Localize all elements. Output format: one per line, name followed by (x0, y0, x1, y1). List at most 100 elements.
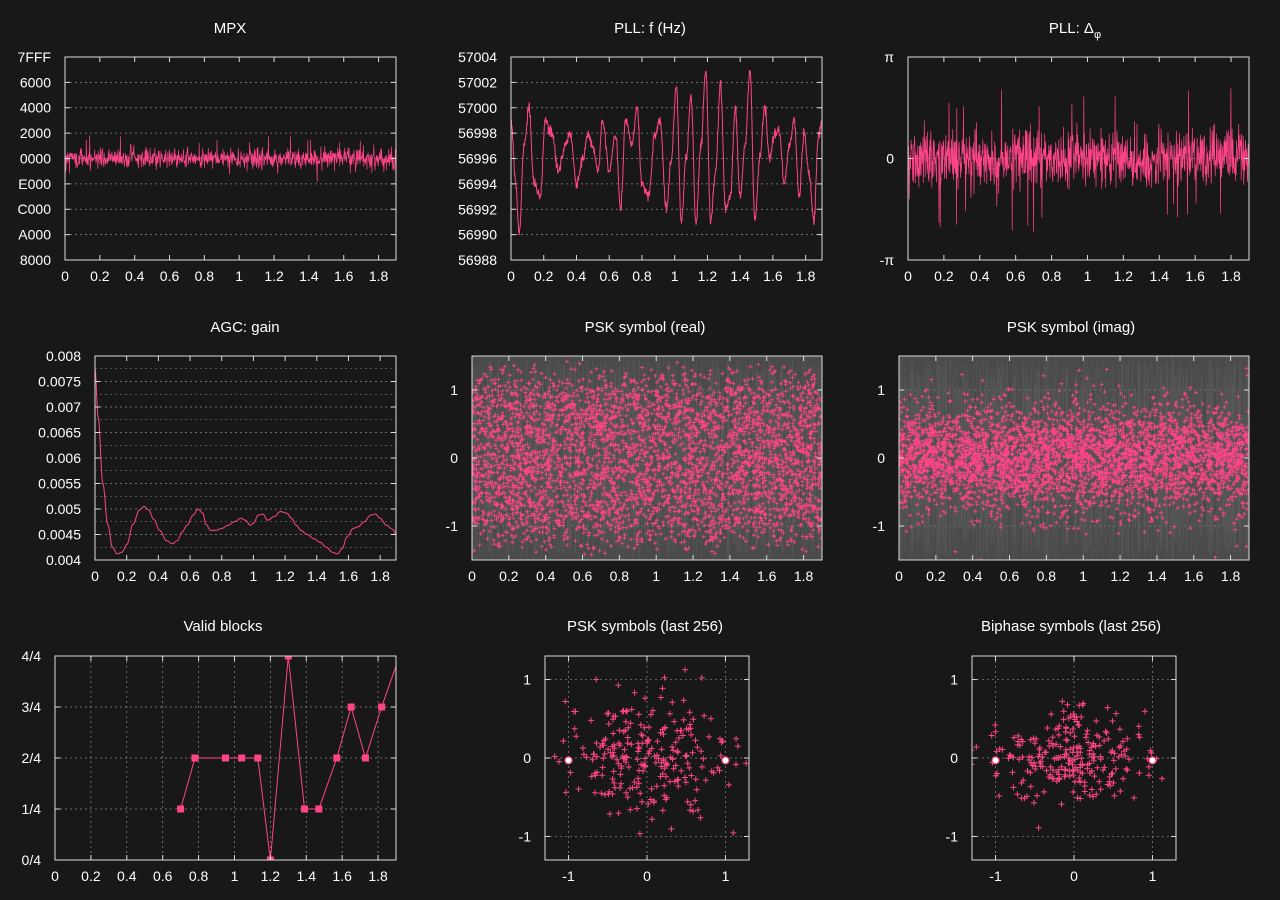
x-tick-label: 1.8 (1221, 568, 1241, 584)
chart-psk_constellation: PSK symbols (last 256) -1 0 1 -1 0 1 (519, 618, 750, 884)
chart-title: PLL: Δφ (1049, 20, 1101, 41)
x-tick-label: 0.6 (153, 868, 173, 884)
y-tick-label: 0.008 (46, 348, 81, 364)
x-tick-label: 1 (250, 568, 258, 584)
series-line (908, 88, 1249, 232)
axis-ticks: 0 0.2 0.4 0.6 0.8 1 1.2 1.4 1.6 1.8 -π 0 π (880, 49, 1249, 284)
x-tick-label: 1.4 (730, 268, 750, 284)
x-tick-label: 1.4 (299, 268, 319, 284)
chart-title: AGC: gain (210, 319, 279, 336)
x-tick-label: 0.8 (632, 268, 652, 284)
chart-title: PSK symbol (real) (585, 319, 706, 336)
x-tick-label: 0 (1070, 868, 1078, 884)
x-tick-label: 0.6 (1006, 268, 1026, 284)
y-tick-label: π (884, 49, 894, 65)
chart-valid_blocks: Valid blocks 0 0.2 0.4 0.6 0.8 1 1.2 1.4 1.6 1.8 0/… (22, 618, 397, 884)
reference-point (991, 756, 1000, 765)
x-tick-label: 0.8 (1042, 268, 1062, 284)
x-tick-label: 0.2 (499, 568, 519, 584)
y-tick-label: 0.004 (46, 552, 81, 568)
y-tick-label: 0 (450, 450, 458, 466)
y-tick-label: 0.006 (46, 450, 81, 466)
axis-ticks: 0 0.2 0.4 0.6 0.8 1 1.2 1.4 1.6 1.8 0/4 1/4 2/4 3/4 4/… (22, 648, 396, 884)
y-tick-label: 2/4 (22, 750, 42, 766)
y-tick-label: E000 (18, 176, 51, 192)
axis-ticks: 0 0.2 0.4 0.6 0.8 1 1.2 1.4 1.6 1.8 56988 56990 5699… (458, 49, 822, 284)
axis-ticks: 0 0.2 0.4 0.6 0.8 1 1.2 1.4 1.6 1.8 -1 0 1 (873, 356, 1249, 584)
y-tick-label: -π (880, 252, 895, 268)
axis-ticks: 0 0.2 0.4 0.6 0.8 1 1.2 1.4 1.6 1.8 -1 0 1 (446, 356, 822, 584)
y-tick-label: 0.007 (46, 399, 81, 415)
chart-title: Biphase symbols (last 256) (981, 618, 1161, 635)
x-tick-label: 1.4 (1147, 568, 1167, 584)
x-tick-label: 1.6 (1185, 268, 1205, 284)
x-tick-label: 1.2 (1110, 568, 1130, 584)
chart-title: PSK symbol (imag) (1007, 319, 1135, 336)
y-tick-label: 0 (950, 750, 958, 766)
x-tick-label: 0.4 (125, 268, 145, 284)
series (908, 88, 1249, 232)
series (899, 356, 1249, 560)
x-tick-label: 1.2 (261, 868, 281, 884)
series (65, 135, 396, 182)
chart-biphase_constellation: Biphase symbols (last 256) -1 0 1 -1 0 1 (946, 618, 1177, 884)
chart-agc_gain: AGC: gain 0 0.2 0.4 0.6 0.8 1 1.2 1.4 1.6 1.8 0.004… (38, 319, 397, 584)
x-tick-label: 1.4 (297, 868, 317, 884)
y-tick-label: 0.005 (46, 501, 81, 517)
x-tick-label: 1.6 (332, 868, 352, 884)
grid (95, 356, 396, 560)
axis-ticks: 0 0.2 0.4 0.6 0.8 1 1.2 1.4 1.6 1.8 8000 A000 C000 E0… (18, 49, 396, 284)
y-tick-label: 56998 (458, 125, 497, 141)
x-tick-label: 0.2 (934, 268, 954, 284)
series-line (511, 69, 822, 236)
y-tick-label: 56988 (458, 252, 497, 268)
y-tick-label: 56990 (458, 227, 497, 243)
data-point (315, 805, 323, 813)
x-tick-label: 0 (468, 568, 476, 584)
x-tick-label: 0.8 (610, 568, 630, 584)
reference-point (1148, 756, 1157, 765)
x-tick-label: 0.2 (81, 868, 101, 884)
y-tick-label: 0.0065 (38, 425, 81, 441)
x-tick-label: 1.2 (275, 568, 295, 584)
y-tick-label: 0/4 (22, 852, 42, 868)
chart-pll_phase: PLL: Δφ 0 0.2 0.4 0.6 0.8 1 1.2 1.4 1.6 1.8 -π 0 π (880, 20, 1250, 284)
y-tick-label: 57004 (458, 49, 497, 65)
chart-title: PSK symbols (last 256) (567, 618, 723, 635)
y-tick-label: 0.0075 (38, 374, 81, 390)
x-tick-label: 0.6 (180, 568, 200, 584)
y-tick-label: 57000 (458, 100, 497, 116)
chart-pll_freq: PLL: f (Hz) 0 0.2 0.4 0.6 0.8 1 1.2 1.4 1.6 1.8 569… (458, 20, 823, 284)
y-tick-label: 7FFF (18, 49, 51, 65)
x-tick-label: 0.2 (117, 568, 137, 584)
y-tick-label: -1 (873, 518, 886, 534)
scatter-points (972, 698, 1166, 831)
x-tick-label: 0.4 (117, 868, 137, 884)
chart-title: Valid blocks (184, 618, 263, 635)
data-point (300, 805, 308, 813)
y-tick-label: A000 (18, 227, 51, 243)
x-tick-label: 0 (61, 268, 69, 284)
y-tick-label: -1 (446, 518, 459, 534)
y-tick-label: 57002 (458, 74, 497, 90)
x-tick-label: 0 (507, 268, 515, 284)
data-point (254, 754, 262, 762)
series (551, 666, 749, 837)
x-tick-label: 0 (91, 568, 99, 584)
y-tick-label: 1 (877, 382, 885, 398)
chart-psk_real: PSK symbol (real) 0 0.2 0.4 0.6 0.8 1 1.2 1.4 1.6… (446, 319, 823, 584)
x-tick-label: 1.6 (757, 568, 777, 584)
x-tick-label: 0.8 (189, 868, 209, 884)
chart-psk_imag: PSK symbol (imag) 0 0.2 0.4 0.6 0.8 1 1.2 1.4 1.6… (873, 319, 1250, 584)
x-tick-label: 1 (652, 568, 660, 584)
x-tick-label: 0.8 (212, 568, 232, 584)
x-tick-label: 1 (1149, 868, 1157, 884)
x-tick-label: 1.8 (369, 268, 389, 284)
x-tick-label: 1.4 (307, 568, 327, 584)
data-point (222, 754, 229, 762)
chart-title: MPX (214, 20, 247, 37)
x-tick-label: 0 (643, 868, 651, 884)
data-point (333, 754, 341, 762)
series (972, 698, 1166, 831)
x-tick-label: -1 (989, 868, 1002, 884)
